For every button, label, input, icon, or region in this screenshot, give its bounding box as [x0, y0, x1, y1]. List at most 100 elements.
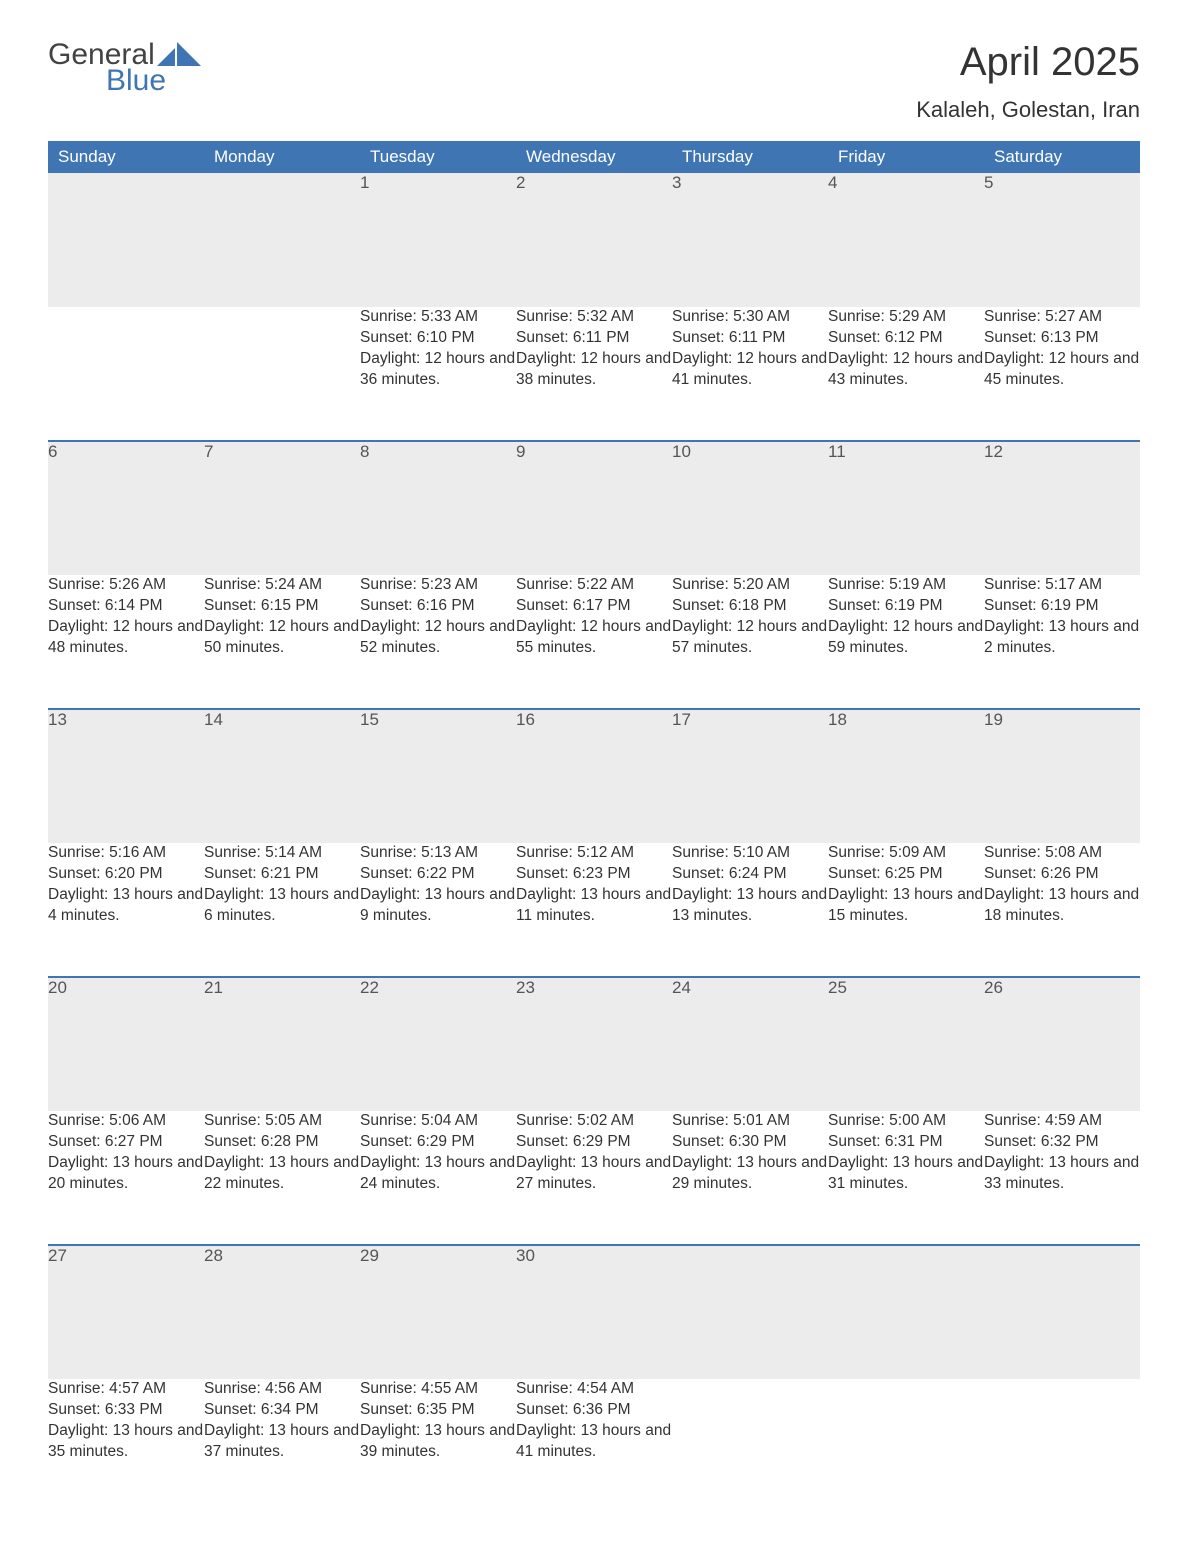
- weekday-header: Sunday: [48, 141, 204, 173]
- day-number-cell: 6: [48, 441, 204, 575]
- day-number-cell: 21: [204, 977, 360, 1111]
- day-cell: Sunrise: 5:00 AMSunset: 6:31 PMDaylight:…: [828, 1111, 984, 1245]
- sunrise-line: Sunrise: 5:14 AM: [204, 843, 360, 864]
- day-cell: Sunrise: 4:54 AMSunset: 6:36 PMDaylight:…: [516, 1379, 672, 1513]
- weekday-header: Tuesday: [360, 141, 516, 173]
- day-cell: Sunrise: 5:12 AMSunset: 6:23 PMDaylight:…: [516, 843, 672, 977]
- day-number-cell: 8: [360, 441, 516, 575]
- day-number-cell: 20: [48, 977, 204, 1111]
- sunrise-line: Sunrise: 5:23 AM: [360, 575, 516, 596]
- sunrise-line: Sunrise: 5:09 AM: [828, 843, 984, 864]
- daynum-row: 20212223242526: [48, 977, 1140, 1111]
- weekday-header: Monday: [204, 141, 360, 173]
- day-cell: [672, 1379, 828, 1513]
- day-cell: Sunrise: 4:56 AMSunset: 6:34 PMDaylight:…: [204, 1379, 360, 1513]
- day-number-cell: 2: [516, 173, 672, 307]
- sunrise-line: Sunrise: 5:27 AM: [984, 307, 1140, 328]
- sunrise-line: Sunrise: 5:32 AM: [516, 307, 672, 328]
- daylight-line: Daylight: 13 hours and 2 minutes.: [984, 617, 1140, 659]
- daylight-line: Daylight: 13 hours and 33 minutes.: [984, 1153, 1140, 1195]
- day-cell: Sunrise: 5:02 AMSunset: 6:29 PMDaylight:…: [516, 1111, 672, 1245]
- day-cell: Sunrise: 5:13 AMSunset: 6:22 PMDaylight:…: [360, 843, 516, 977]
- sunset-line: Sunset: 6:32 PM: [984, 1132, 1140, 1153]
- day-cell: Sunrise: 5:14 AMSunset: 6:21 PMDaylight:…: [204, 843, 360, 977]
- day-number-cell: 14: [204, 709, 360, 843]
- sunrise-line: Sunrise: 5:06 AM: [48, 1111, 204, 1132]
- day-body-row: Sunrise: 5:26 AMSunset: 6:14 PMDaylight:…: [48, 575, 1140, 709]
- sunset-line: Sunset: 6:31 PM: [828, 1132, 984, 1153]
- day-cell: Sunrise: 5:23 AMSunset: 6:16 PMDaylight:…: [360, 575, 516, 709]
- day-number-cell: [204, 173, 360, 307]
- day-body-row: Sunrise: 5:33 AMSunset: 6:10 PMDaylight:…: [48, 307, 1140, 441]
- day-number-cell: 27: [48, 1245, 204, 1379]
- header-bar: General Blue April 2025 Kalaleh, Golesta…: [48, 40, 1140, 123]
- sunset-line: Sunset: 6:11 PM: [516, 328, 672, 349]
- day-cell: Sunrise: 5:22 AMSunset: 6:17 PMDaylight:…: [516, 575, 672, 709]
- title-block: April 2025 Kalaleh, Golestan, Iran: [916, 40, 1140, 123]
- day-number-cell: [984, 1245, 1140, 1379]
- sunset-line: Sunset: 6:15 PM: [204, 596, 360, 617]
- sunrise-line: Sunrise: 5:04 AM: [360, 1111, 516, 1132]
- sunset-line: Sunset: 6:33 PM: [48, 1400, 204, 1421]
- sunset-line: Sunset: 6:16 PM: [360, 596, 516, 617]
- day-number-cell: 25: [828, 977, 984, 1111]
- sunrise-line: Sunrise: 5:16 AM: [48, 843, 204, 864]
- sunrise-line: Sunrise: 5:19 AM: [828, 575, 984, 596]
- sunrise-line: Sunrise: 5:12 AM: [516, 843, 672, 864]
- day-cell: Sunrise: 5:30 AMSunset: 6:11 PMDaylight:…: [672, 307, 828, 441]
- sunset-line: Sunset: 6:10 PM: [360, 328, 516, 349]
- sunset-line: Sunset: 6:26 PM: [984, 864, 1140, 885]
- sunrise-line: Sunrise: 5:05 AM: [204, 1111, 360, 1132]
- sunset-line: Sunset: 6:21 PM: [204, 864, 360, 885]
- daynum-row: 27282930: [48, 1245, 1140, 1379]
- sunrise-line: Sunrise: 5:17 AM: [984, 575, 1140, 596]
- day-number-cell: 22: [360, 977, 516, 1111]
- daynum-row: 12345: [48, 173, 1140, 307]
- day-body-row: Sunrise: 5:16 AMSunset: 6:20 PMDaylight:…: [48, 843, 1140, 977]
- daylight-line: Daylight: 13 hours and 9 minutes.: [360, 885, 516, 927]
- day-cell: Sunrise: 4:59 AMSunset: 6:32 PMDaylight:…: [984, 1111, 1140, 1245]
- daylight-line: Daylight: 12 hours and 55 minutes.: [516, 617, 672, 659]
- day-cell: Sunrise: 5:27 AMSunset: 6:13 PMDaylight:…: [984, 307, 1140, 441]
- day-cell: Sunrise: 5:05 AMSunset: 6:28 PMDaylight:…: [204, 1111, 360, 1245]
- day-cell: Sunrise: 5:29 AMSunset: 6:12 PMDaylight:…: [828, 307, 984, 441]
- brand-logo: General Blue: [48, 40, 203, 96]
- sunset-line: Sunset: 6:28 PM: [204, 1132, 360, 1153]
- day-body-row: Sunrise: 4:57 AMSunset: 6:33 PM Daylight:…: [48, 1379, 1140, 1513]
- day-cell: Sunrise: 4:57 AMSunset: 6:33 PMDaylight:…: [48, 1379, 204, 1513]
- daylight-line: Daylight: 12 hours and 38 minutes.: [516, 349, 672, 391]
- day-number-cell: 1: [360, 173, 516, 307]
- day-cell: Sunrise: 5:08 AMSunset: 6:26 PMDaylight:…: [984, 843, 1140, 977]
- daylight-line: Daylight: 13 hours and 41 minutes.: [516, 1421, 672, 1463]
- day-number-cell: 10: [672, 441, 828, 575]
- daylight-line: Daylight: 12 hours and 41 minutes.: [672, 349, 828, 391]
- sunset-line: Sunset: 6:29 PM: [516, 1132, 672, 1153]
- day-number-cell: 12: [984, 441, 1140, 575]
- daylight-line: Daylight: 13 hours and 15 minutes.: [828, 885, 984, 927]
- day-number-cell: 26: [984, 977, 1140, 1111]
- day-cell: Sunrise: 4:55 AMSunset: 6:35 PMDaylight:…: [360, 1379, 516, 1513]
- sunset-line: Sunset: 6:23 PM: [516, 864, 672, 885]
- daylight-line: Daylight: 13 hours and 29 minutes.: [672, 1153, 828, 1195]
- sunrise-line: Sunrise: 5:30 AM: [672, 307, 828, 328]
- day-number-cell: 15: [360, 709, 516, 843]
- calendar-table: SundayMondayTuesdayWednesdayThursdayFrid…: [48, 141, 1140, 1513]
- daylight-line: Daylight: 13 hours and 39 minutes.: [360, 1421, 516, 1463]
- sunrise-line: Sunrise: 4:57 AM: [48, 1379, 204, 1400]
- day-number-cell: 9: [516, 441, 672, 575]
- day-cell: Sunrise: 5:19 AMSunset: 6:19 PMDaylight:…: [828, 575, 984, 709]
- sunrise-line: Sunrise: 5:20 AM: [672, 575, 828, 596]
- day-cell: Sunrise: 5:32 AMSunset: 6:11 PMDaylight:…: [516, 307, 672, 441]
- sunrise-line: Sunrise: 5:29 AM: [828, 307, 984, 328]
- day-number-cell: 7: [204, 441, 360, 575]
- sunset-line: Sunset: 6:34 PM: [204, 1400, 360, 1421]
- daylight-line: Daylight: 13 hours and 6 minutes.: [204, 885, 360, 927]
- day-cell: Sunrise: 5:09 AMSunset: 6:25 PMDaylight:…: [828, 843, 984, 977]
- sunset-line: Sunset: 6:25 PM: [828, 864, 984, 885]
- daylight-line: Daylight: 13 hours and 13 minutes.: [672, 885, 828, 927]
- day-number-cell: 13: [48, 709, 204, 843]
- daylight-line: Daylight: 13 hours and 18 minutes.: [984, 885, 1140, 927]
- day-body-row: Sunrise: 5:06 AMSunset: 6:27 PMDaylight:…: [48, 1111, 1140, 1245]
- daylight-line: Daylight: 12 hours and 59 minutes.: [828, 617, 984, 659]
- sunrise-line: Sunrise: 5:08 AM: [984, 843, 1140, 864]
